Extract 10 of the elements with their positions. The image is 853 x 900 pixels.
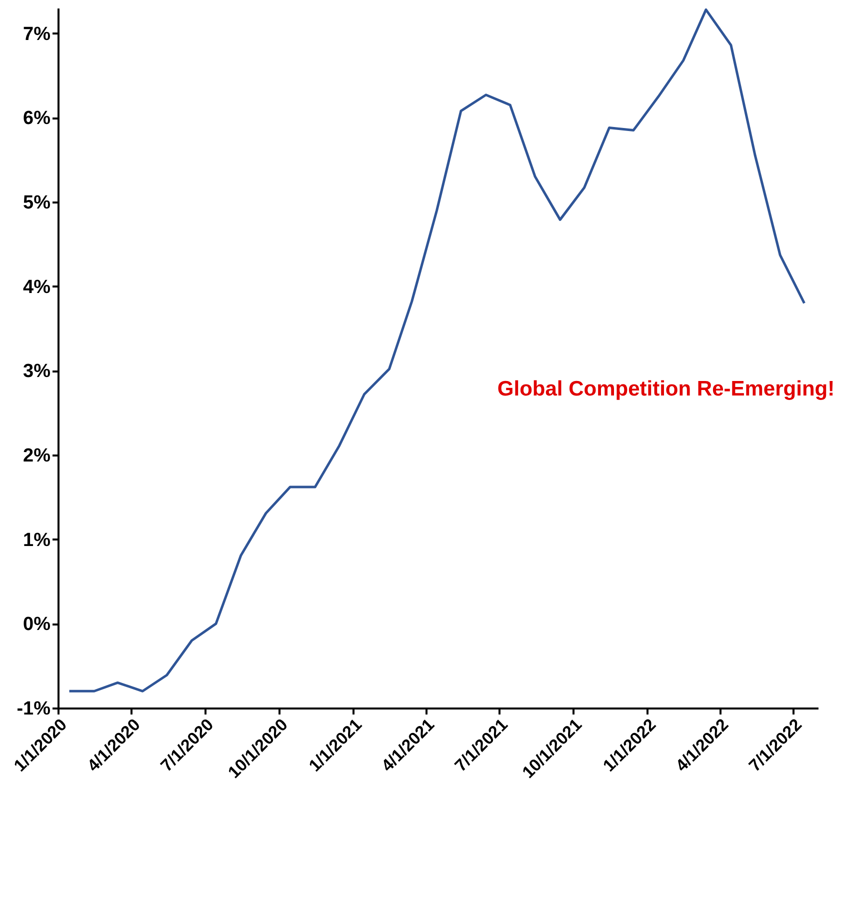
y-tick-label: -1% (16, 698, 51, 720)
y-tick-label: 3% (23, 361, 51, 382)
y-tick-label: 5% (23, 192, 51, 214)
y-tick-label: 4% (23, 276, 51, 298)
y-tick-label: 1% (23, 530, 51, 551)
y-tick-label: 0% (23, 614, 51, 636)
y-tick-label: 7% (23, 24, 51, 45)
y-tick-label: 2% (23, 445, 51, 466)
y-tick-label: 6% (23, 108, 51, 130)
annotation: Global Competition Re-Emerging! (497, 378, 835, 400)
